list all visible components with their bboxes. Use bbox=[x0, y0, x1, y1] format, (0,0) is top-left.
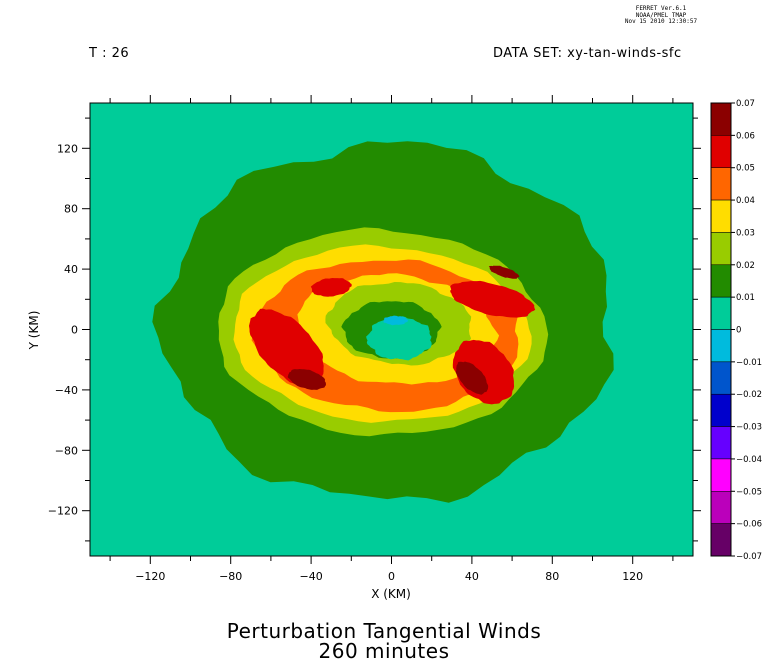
contour-field bbox=[90, 103, 693, 556]
chart-title-line-2: 260 minutes bbox=[318, 639, 450, 663]
x-tick-label: −80 bbox=[219, 570, 242, 583]
colorbar-swatch bbox=[710, 523, 732, 557]
y-tick-label: 120 bbox=[57, 142, 78, 155]
x-axis-label: X (KM) bbox=[371, 587, 411, 601]
arm-west-0.06 bbox=[287, 369, 326, 390]
colorbar-label: −0.06 bbox=[736, 520, 762, 530]
colorbar-label: −0.03 bbox=[736, 423, 762, 433]
colorbar-label: 0 bbox=[736, 326, 741, 336]
y-tick-label: 0 bbox=[71, 324, 78, 337]
colorbar-swatch bbox=[710, 232, 732, 266]
y-tick-label: −120 bbox=[48, 505, 78, 518]
colorbar-label: −0.07 bbox=[736, 552, 762, 562]
x-tick-label: 0 bbox=[388, 570, 395, 583]
colorbar-swatch bbox=[710, 102, 732, 136]
colorbar-label: −0.05 bbox=[736, 487, 762, 497]
arm-west-0.05 bbox=[249, 308, 324, 386]
colorbar: 0.07 0.06 0.05 0.04 0.03 0.02 0.01 0 −0.01 −0.02 −… bbox=[710, 99, 762, 562]
x-tick-label: 80 bbox=[545, 570, 559, 583]
colorbar-swatch bbox=[710, 491, 732, 524]
colorbar-label: 0.07 bbox=[736, 99, 755, 109]
arm-north-0.05 bbox=[310, 278, 352, 297]
eye-minimum bbox=[383, 315, 409, 326]
colorbar-swatch bbox=[710, 199, 732, 233]
ferret-stamp: FERRET Ver.6.1 NOAA/PMEL TMAP Nov 15 201… bbox=[606, 5, 716, 26]
time-label: T : 26 bbox=[89, 46, 130, 61]
colorbar-label: 0.01 bbox=[736, 293, 755, 303]
colorbar-swatch bbox=[710, 458, 732, 492]
colorbar-swatch bbox=[710, 393, 732, 427]
colorbar-label: −0.04 bbox=[736, 455, 762, 465]
colorbar-label: −0.01 bbox=[736, 358, 762, 368]
arm-southeast-0.06 bbox=[455, 361, 489, 395]
y-tick-label: −40 bbox=[55, 384, 78, 397]
dataset-label: DATA SET: xy-tan-winds-sfc bbox=[493, 46, 682, 61]
y-tick-label: 40 bbox=[64, 263, 78, 276]
stamp-line-2: NOAA/PMEL TMAP bbox=[635, 11, 687, 19]
x-tick-label: −120 bbox=[135, 570, 165, 583]
colorbar-swatch bbox=[710, 264, 732, 298]
colorbar-swatch bbox=[710, 426, 732, 460]
arm-northeast-0.06 bbox=[488, 265, 520, 279]
stamp-line-1: FERRET Ver.6.1 bbox=[635, 5, 687, 12]
colorbar-label: −0.02 bbox=[736, 390, 762, 400]
colorbar-label: 0.05 bbox=[736, 164, 755, 174]
colorbar-swatch bbox=[710, 329, 732, 363]
colorbar-label: 0.04 bbox=[736, 196, 755, 206]
chart-title-line-1: Perturbation Tangential Winds bbox=[226, 619, 542, 643]
x-tick-label: 40 bbox=[465, 570, 479, 583]
colorbar-label: 0.02 bbox=[736, 261, 755, 271]
y-axis-label: Y (KM) bbox=[27, 311, 41, 351]
colorbar-swatch bbox=[710, 167, 732, 201]
colorbar-swatch bbox=[710, 361, 732, 395]
colorbar-label: 0.03 bbox=[736, 228, 755, 238]
y-tick-label: −80 bbox=[55, 444, 78, 457]
stamp-line-3: Nov 15 2010 12:30:57 bbox=[624, 18, 698, 25]
colorbar-swatch bbox=[710, 135, 732, 168]
colorbar-label: 0.06 bbox=[736, 131, 755, 141]
colorbar-swatch bbox=[710, 296, 732, 330]
x-tick-label: −40 bbox=[299, 570, 322, 583]
y-tick-label: 80 bbox=[64, 203, 78, 216]
eye-band-0 bbox=[366, 316, 432, 361]
x-tick-label: 120 bbox=[622, 570, 643, 583]
arm-east-0.05 bbox=[450, 280, 536, 318]
axes: −120 −80 −40 0 40 80 120 −120 −80 −40 0 40 80 120 bbox=[48, 95, 701, 583]
